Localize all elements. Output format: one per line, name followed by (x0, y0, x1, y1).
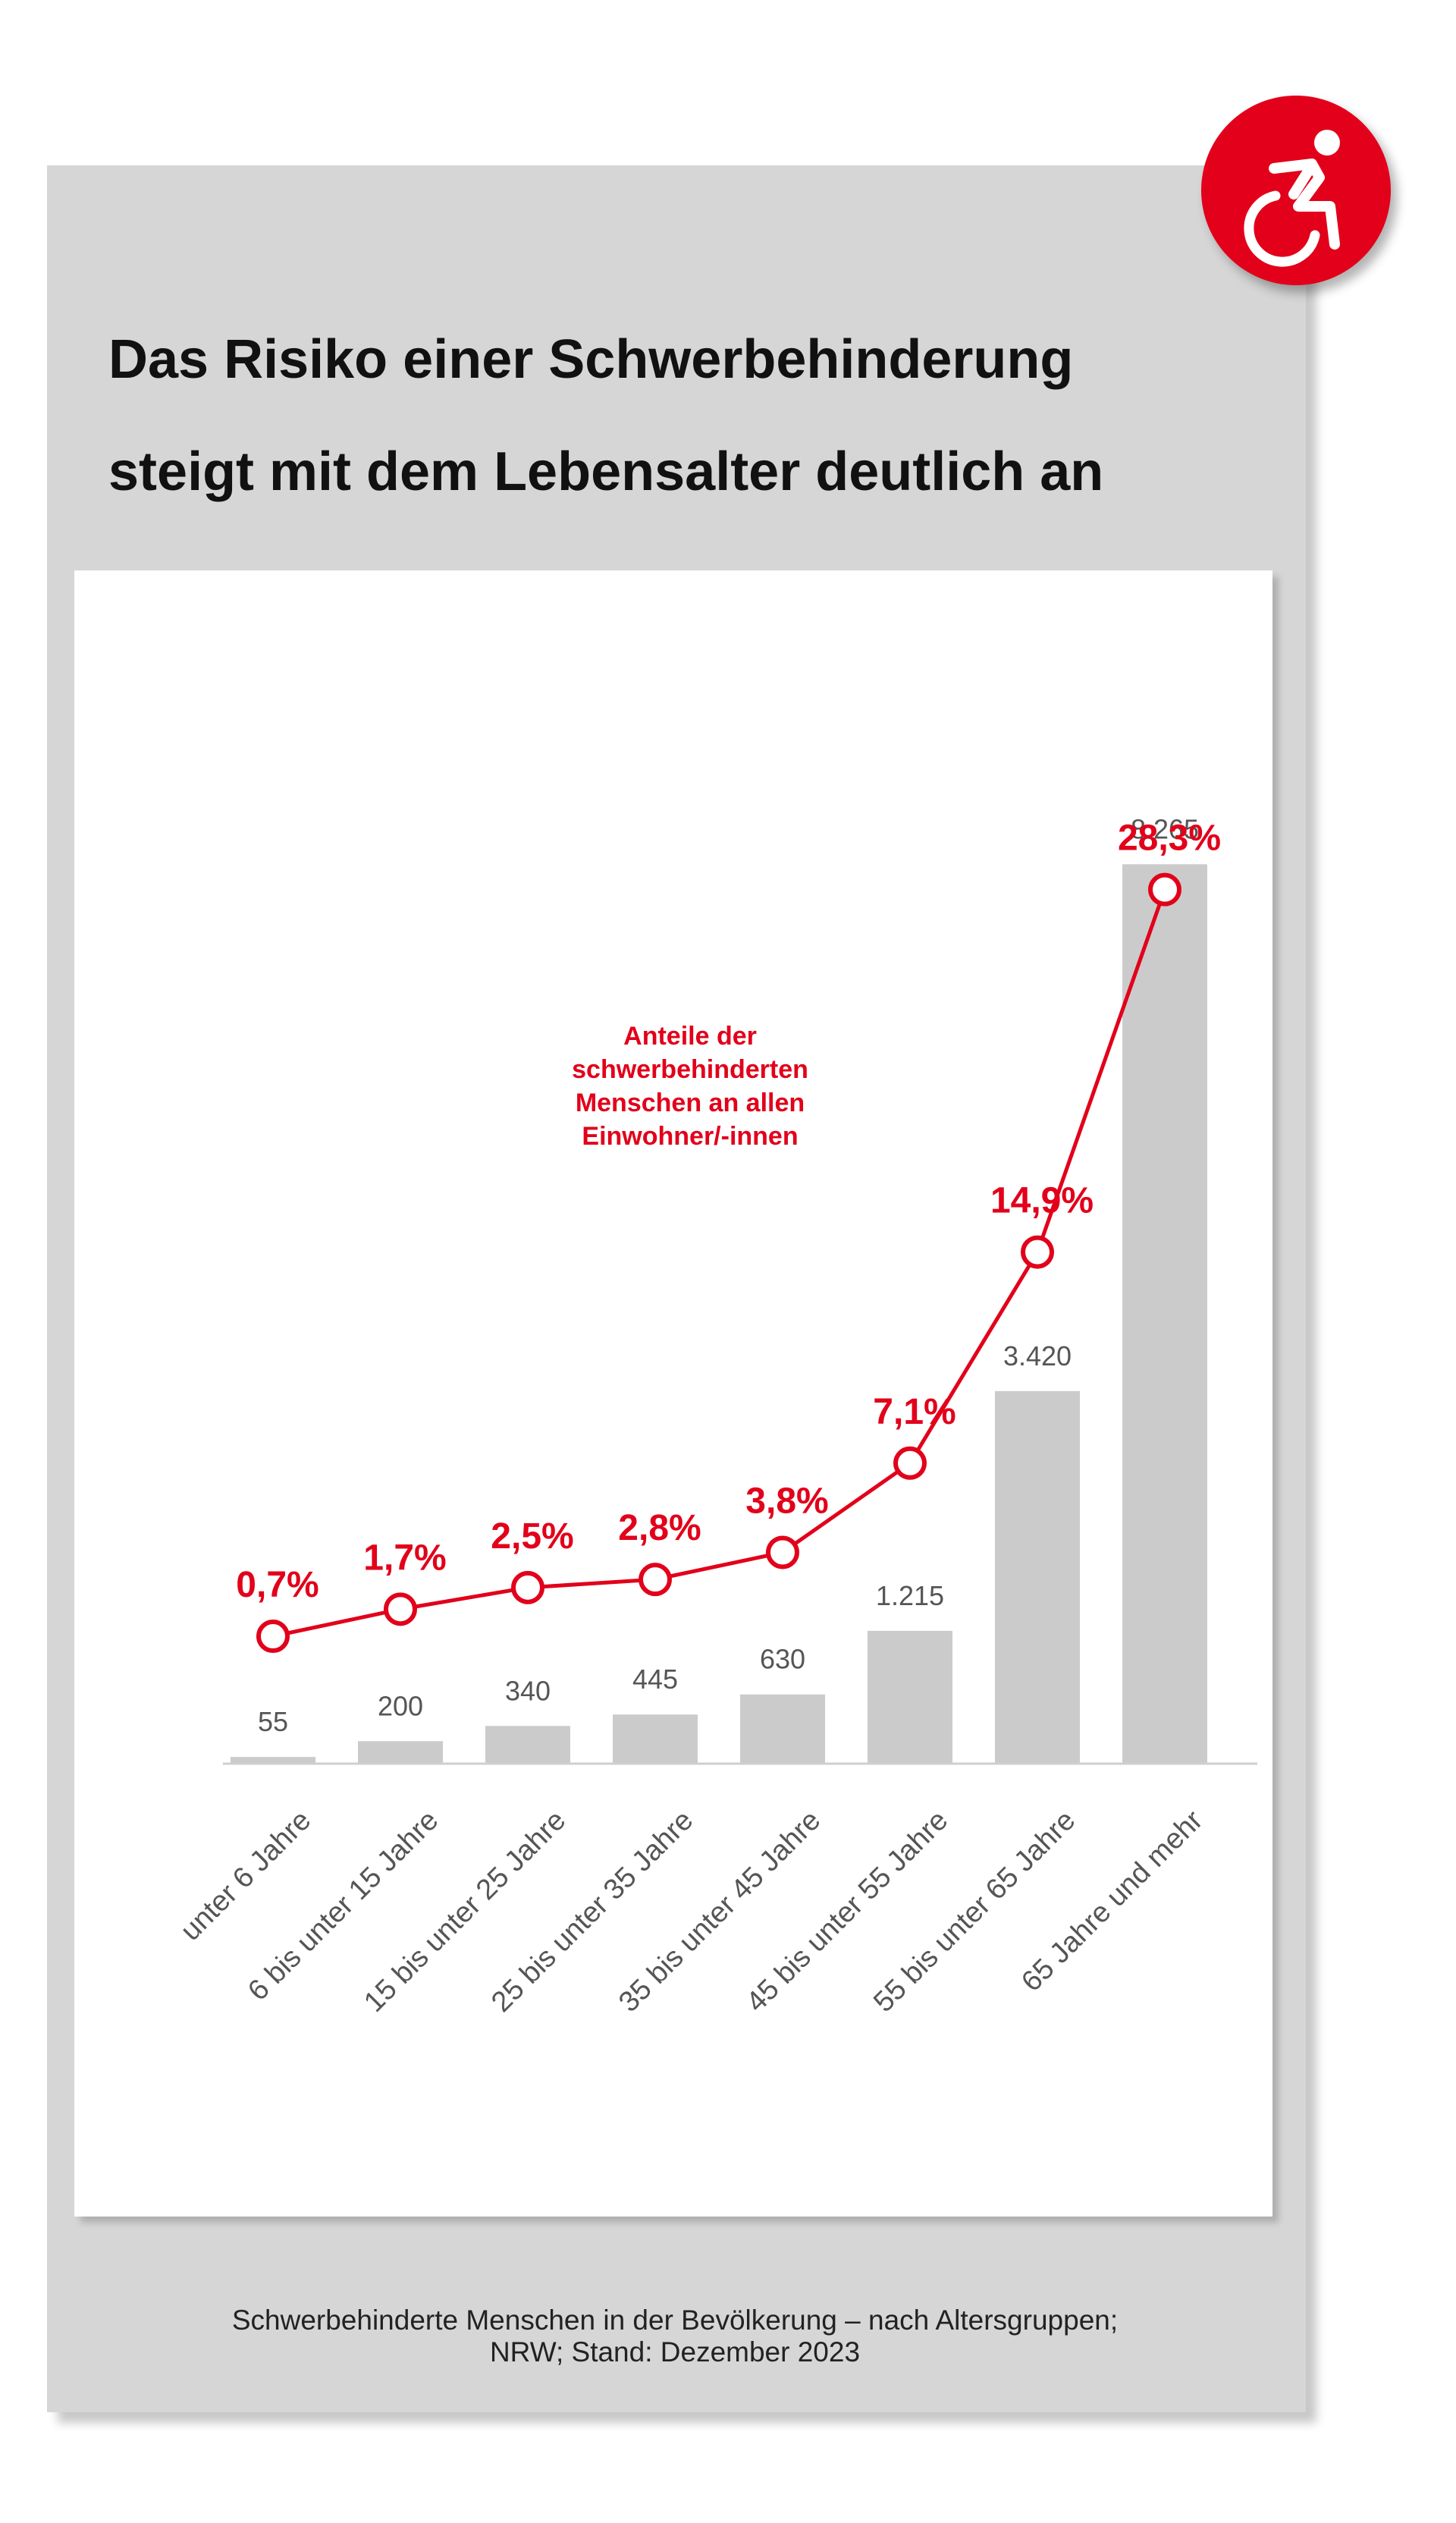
source-line-1: Schwerbehinderte Menschen in der Bevölke… (231, 2305, 1119, 2336)
bar-value-label: 1.215 (876, 1580, 944, 1611)
bar-6 (868, 1630, 952, 1763)
share-value-label: 28,3% (1118, 818, 1221, 859)
x-tick-label: unter 6 Jahre (174, 1805, 317, 1947)
share-value-label: 1,7% (363, 1538, 446, 1578)
share-point-7 (1021, 1235, 1054, 1269)
bar-1 (231, 1757, 315, 1763)
share-value-label: 14,9% (990, 1181, 1094, 1221)
title-line-2: steigt mit dem Lebensalter deutlich an (108, 441, 1104, 502)
share-line (272, 888, 1167, 1639)
share-point-3 (511, 1570, 544, 1604)
bar-5 (740, 1694, 825, 1763)
wheelchair-badge (1201, 96, 1391, 285)
bar-value-label: 8.265 (1131, 813, 1199, 844)
title-line-1: Das Risiko einer Schwerbehinderung (108, 329, 1074, 390)
bar-value-label: 3.420 (1003, 1340, 1072, 1371)
share-value-label: 0,7% (236, 1565, 318, 1605)
line-series-annotation: Anteile der schwerbehinderten Menschen an … (572, 1022, 808, 1151)
chart: 55 200 340 445 630 1.215 3.420 8.265 unter 6 Jah… (174, 813, 1257, 2019)
annotation-line: Einwohner/-innen (582, 1122, 798, 1151)
bar-8 (1122, 864, 1207, 1763)
share-point-1 (256, 1620, 290, 1654)
share-point-5 (766, 1535, 799, 1569)
bar-4 (613, 1714, 698, 1763)
bar-value-label: 55 (258, 1706, 288, 1737)
bar-3 (485, 1726, 570, 1763)
annotation-line: schwerbehinderten (572, 1055, 808, 1084)
wheelchair-icon (1244, 130, 1340, 267)
annotation-line: Anteile der (623, 1022, 757, 1051)
share-point-2 (384, 1592, 417, 1626)
bar-value-label: 630 (760, 1644, 805, 1675)
share-value-label: 2,8% (618, 1508, 701, 1548)
bar-value-label: 445 (632, 1664, 678, 1695)
share-point-6 (893, 1446, 927, 1480)
chart-title: Das Risiko einer Schwerbehinderung steig… (108, 303, 1246, 528)
bar-2 (358, 1741, 443, 1763)
share-value-label: 2,5% (491, 1516, 573, 1557)
share-value-label: 3,8% (745, 1481, 828, 1521)
share-point-8 (1148, 872, 1181, 906)
annotation-line: Menschen an allen (576, 1089, 805, 1117)
share-value-label: 7,1% (873, 1392, 956, 1432)
source-line-2: NRW; Stand: Dezember 2023 (489, 2336, 861, 2367)
bar-7 (995, 1390, 1080, 1763)
chart-panel: 55 200 340 445 630 1.215 3.420 8.265 unter 6 Jah… (74, 570, 1272, 2217)
share-point-4 (639, 1563, 672, 1597)
bar-value-label: 200 (378, 1690, 423, 1721)
source-note: Schwerbehinderte Menschen in der Bevölke… (76, 2305, 1274, 2368)
bar-value-label: 340 (505, 1675, 551, 1706)
